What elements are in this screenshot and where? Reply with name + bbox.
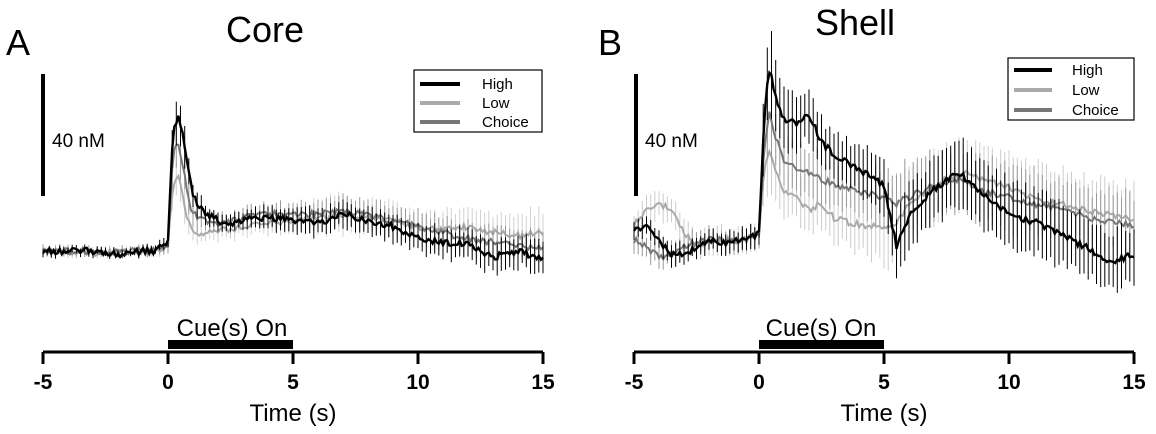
legend: High Low Choice: [413, 69, 543, 133]
x-tick-label: 5: [287, 371, 299, 394]
chart-title: Shell: [815, 2, 895, 43]
x-tick-label: 0: [753, 371, 765, 394]
x-axis-label: Time (s): [249, 400, 336, 427]
panel-label: A: [6, 22, 30, 63]
x-tick-label: 10: [997, 371, 1020, 394]
series-line: [42, 115, 544, 262]
scale-bar-label: 40 nM: [52, 131, 105, 152]
plot-area: [42, 101, 544, 276]
x-tick-label: 15: [531, 371, 555, 394]
scale-bar-label: 40 nM: [645, 131, 698, 152]
legend-label-choice: Choice: [482, 114, 529, 131]
series-high: [42, 101, 544, 276]
x-ticks: -5 0 5 10 15: [34, 352, 555, 394]
cue-label: Cue(s) On: [766, 315, 877, 342]
x-tick-label: -5: [625, 371, 644, 394]
x-tick-label: 15: [1122, 371, 1146, 394]
panel-a-core: A Core 40 nM High Low Choice Cue(s) On -…: [6, 9, 555, 427]
series-line: [633, 70, 1135, 265]
cue-bar: [168, 340, 293, 349]
legend-label-low: Low: [1072, 82, 1100, 99]
legend-label-choice: Choice: [1072, 102, 1119, 119]
panel-label: B: [598, 22, 622, 63]
cue-bar: [759, 340, 884, 349]
legend-label-high: High: [1072, 62, 1103, 79]
x-tick-label: 5: [878, 371, 890, 394]
panel-b-shell: B Shell 40 nM High Low Choice Cue(s) On …: [598, 2, 1146, 427]
legend-label-low: Low: [482, 95, 510, 112]
x-axis-label: Time (s): [840, 400, 927, 427]
series-high: [633, 31, 1135, 293]
x-tick-label: 0: [162, 371, 174, 394]
legend-label-high: High: [482, 76, 513, 93]
chart-title: Core: [226, 9, 304, 50]
plot-area: [633, 31, 1135, 293]
x-ticks: -5 0 5 10 15: [625, 352, 1146, 394]
legend: High Low Choice: [1007, 57, 1135, 121]
cue-label: Cue(s) On: [177, 315, 288, 342]
x-tick-label: 10: [406, 371, 429, 394]
x-tick-label: -5: [34, 371, 53, 394]
